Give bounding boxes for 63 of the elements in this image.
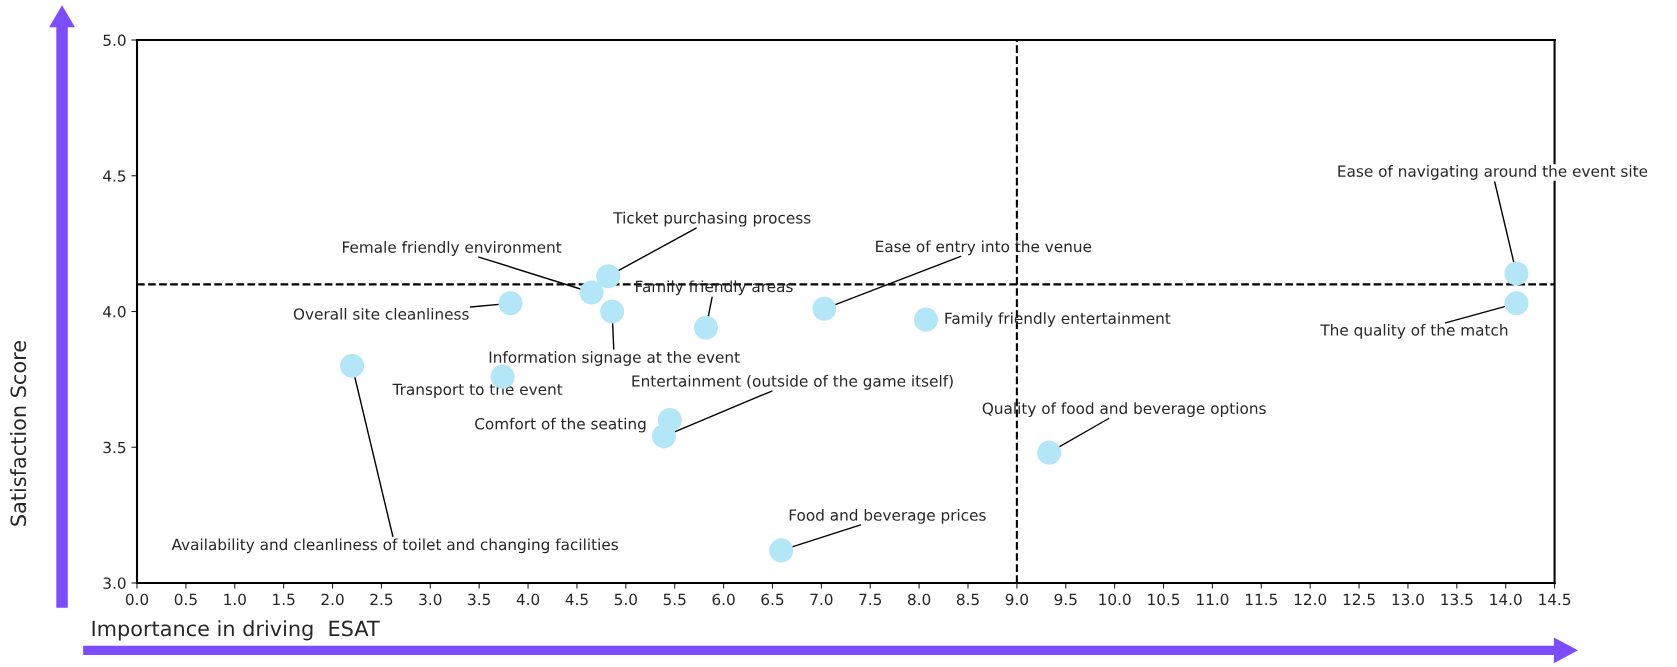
point [651, 424, 676, 449]
x-tick-label: 6.0 [712, 593, 735, 606]
x-tick-label: 6.5 [761, 593, 784, 606]
point [1504, 291, 1529, 316]
point [579, 280, 604, 305]
point [596, 264, 621, 289]
x-tick-label: 5.0 [614, 593, 637, 606]
annotation: Overall site cleanliness [293, 307, 469, 320]
x-tick-label: 0.0 [125, 593, 149, 606]
x-tick-label: 10.5 [1148, 593, 1180, 606]
x-tick-label: 5.5 [663, 593, 686, 606]
x-tick-label: 12.0 [1294, 593, 1327, 606]
point [693, 315, 719, 340]
x-tick-label: 3.5 [468, 593, 490, 606]
x-tick-label: 3.0 [419, 593, 442, 606]
point [1504, 261, 1529, 286]
x-tick-label: 8.5 [956, 593, 979, 606]
x-tick-label: 10.0 [1099, 593, 1131, 606]
annotation: Family friendly entertainment [945, 312, 1171, 328]
point [498, 291, 523, 316]
point [812, 296, 837, 321]
y-tick-label: 4.5 [103, 170, 126, 182]
x-tick-label: 11.0 [1197, 593, 1229, 606]
annotation: Food and beverage prices [789, 508, 986, 524]
x-tick-label: 0.5 [174, 593, 197, 606]
x-tick-label: 14.5 [1539, 593, 1571, 606]
annotation: Ease of entry into the venue [876, 240, 1092, 256]
annotation: Information signage at the event [489, 351, 740, 366]
annotation: Availability and cleanliness of toilet and changing facilities [171, 538, 618, 554]
x-tick-label: 13.5 [1441, 593, 1473, 606]
x-tick-label: 1.5 [273, 593, 295, 606]
x-tick-label: 9.0 [1005, 593, 1029, 606]
y-tick-label: 3.5 [103, 441, 126, 454]
annotation: Female friendly environment [343, 241, 562, 256]
y-tick-label: 5.0 [103, 34, 126, 47]
x-tick-label: 11.5 [1245, 593, 1277, 606]
point [769, 538, 794, 563]
x-tick-label: 9.5 [1054, 593, 1077, 606]
annotation: Ease of navigating around the event site [1338, 165, 1648, 180]
y-tick-label: 3.0 [103, 577, 126, 589]
x-tick-label: 2.5 [370, 593, 393, 606]
y-tick-label: 4.0 [103, 305, 126, 318]
annotation: The quality of the match [1320, 323, 1508, 339]
point [340, 353, 365, 378]
point [1037, 440, 1062, 465]
annotation: Comfort of the seating [475, 417, 646, 433]
point [600, 299, 625, 324]
x-tick-label: 2.0 [321, 593, 344, 606]
x-tick-label: 4.5 [565, 593, 588, 606]
x-tick-label: 12.5 [1343, 593, 1375, 606]
y-axis-title: Satisfaction Score [10, 341, 27, 526]
x-tick-label: 8.0 [908, 593, 931, 606]
x-tick-label: 4.0 [516, 593, 540, 606]
x-tick-label: 13.0 [1392, 593, 1424, 606]
x-tick-label: 14.0 [1490, 593, 1522, 606]
x-tick-label: 7.5 [859, 593, 882, 606]
x-tick-label: 1.0 [224, 593, 246, 606]
annotation: Quality of food and beverage options [982, 402, 1266, 418]
annotation: Ticket purchasing process [613, 211, 811, 227]
x-axis-title: Importance in driving ESAT [92, 620, 380, 641]
point [913, 307, 938, 332]
annotation: Entertainment (outside of the game itself) [632, 374, 953, 390]
x-tick-label: 7.0 [810, 593, 833, 606]
